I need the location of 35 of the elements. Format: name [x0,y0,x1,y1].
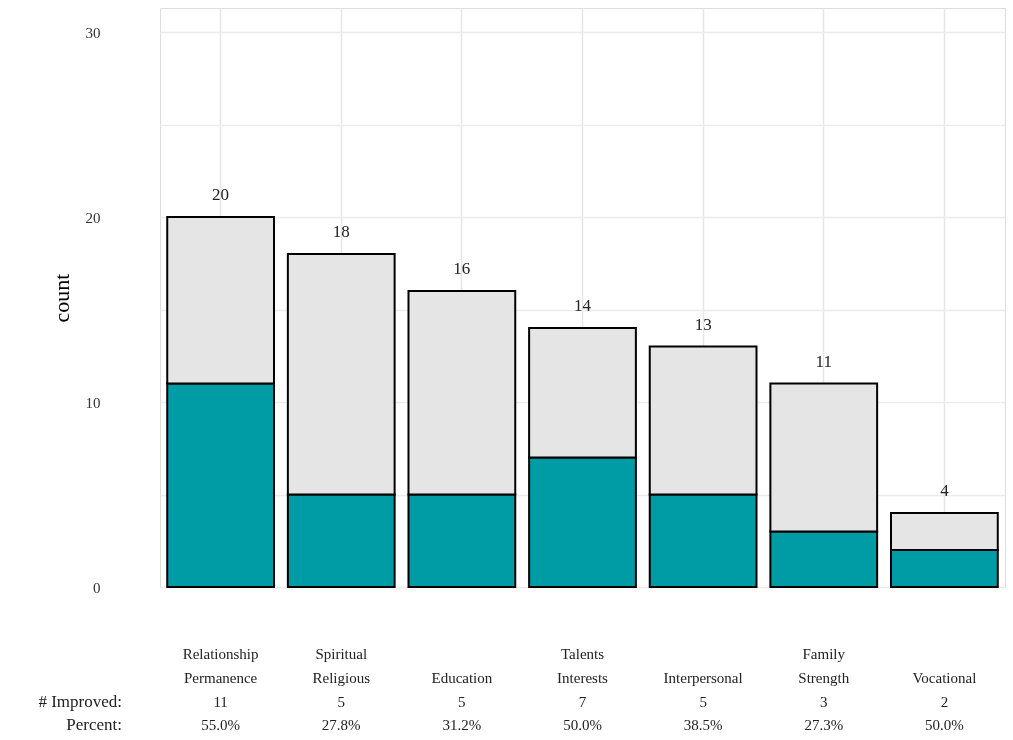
text: 50.0% [925,717,964,733]
data-label: 3 [820,694,828,710]
data-label: 2 [940,694,949,710]
data-label: 5 [337,694,345,710]
total-label: 13 [694,314,712,334]
x-tick-label: Relationship Permanence [182,646,259,686]
text: 50.0% [563,717,602,733]
x-tick-label: Family Strength [798,646,850,686]
total-label: 18 [332,222,350,242]
x-tick-label: Spiritual Religious [312,646,371,686]
y-tick-label: 20 [85,209,101,226]
text: 27.8% [321,717,361,733]
text: # Improved: [38,692,122,711]
x-tick-label: Education [431,670,493,686]
total-label: 4 [940,481,950,501]
x-tick-label: Talents Interests [557,646,609,686]
x-tick-label: Interpersonal [663,670,743,686]
data-label: 5 [699,694,707,710]
text: Percent: [66,715,122,734]
total-label: 20 [212,185,230,205]
total-label: 11 [815,351,832,371]
data-label: 5 [458,694,466,710]
y-axis-title: count [48,273,74,323]
text: 31.2% [442,717,482,733]
y-tick-label: 10 [85,394,101,411]
y-tick-label: 0 [93,579,101,596]
total-label: 14 [574,296,592,316]
data-label: 11 [213,694,228,710]
x-tick-label: Vocational [912,670,977,686]
total-label: 16 [453,259,471,279]
text: 38.5% [683,717,723,733]
y-tick-label: 30 [85,24,101,41]
text: 55.0% [201,717,240,733]
text: 27.3% [804,717,844,733]
data-label: 7 [578,694,587,710]
